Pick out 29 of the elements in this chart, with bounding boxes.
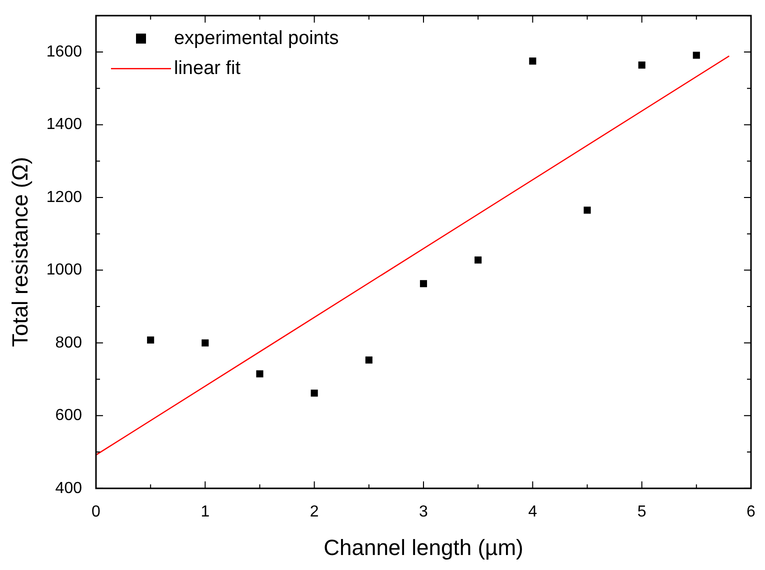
- x-tick-label: 6: [746, 503, 756, 520]
- y-tick-label: 600: [55, 407, 82, 424]
- y-tick-label: 1600: [46, 43, 82, 60]
- point: [310, 390, 318, 397]
- x-tick-label: 3: [419, 503, 428, 520]
- y-tick-label: 800: [55, 334, 82, 352]
- x-tick-label: 5: [637, 503, 646, 520]
- point: [202, 339, 209, 346]
- x-axis-title: Channel length (µm): [324, 534, 524, 560]
- point: [147, 336, 154, 344]
- x-tick-label: 2: [310, 503, 319, 520]
- y-tick-label: 1200: [46, 188, 82, 206]
- x-tick-label: 4: [528, 503, 538, 520]
- point: [256, 370, 264, 378]
- x-tick-label: 0: [92, 503, 101, 520]
- y-tick-label: 1400: [46, 116, 82, 134]
- point: [584, 206, 591, 214]
- point: [474, 256, 482, 264]
- point: [692, 52, 700, 59]
- point: [420, 280, 428, 288]
- legend-label: linear fit: [174, 58, 242, 79]
- point: [529, 58, 536, 65]
- x-tick-label: 1: [200, 503, 210, 520]
- y-tick-label: 1000: [46, 262, 82, 279]
- point: [638, 62, 646, 69]
- y-axis-title: Total resistance (Ω): [7, 156, 32, 348]
- y-tick-label: 400: [55, 480, 82, 497]
- legend-label: experimental points: [174, 28, 339, 49]
- point: [365, 356, 372, 364]
